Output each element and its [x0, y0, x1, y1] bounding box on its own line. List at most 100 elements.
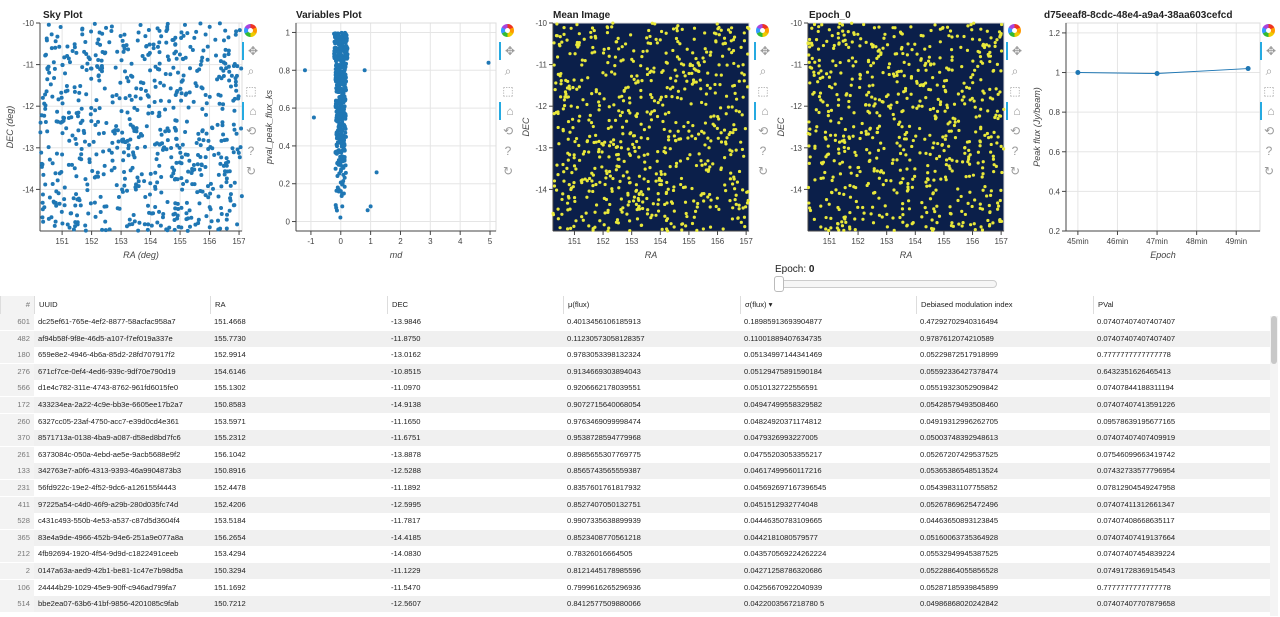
table-cell[interactable]: 155.2312	[214, 433, 246, 443]
table-cell[interactable]: 0.05129475891590184	[744, 366, 823, 376]
table-cell[interactable]: 0.04986868020242842	[920, 599, 999, 609]
lasso-icon[interactable]: ⌕	[1265, 64, 1273, 78]
table-row[interactable]: 276 671cf7ce-0ef4-4ed6-939c-9df70e790d19 1…	[0, 363, 1270, 380]
table-cell[interactable]: 0.8357601761817932	[567, 483, 641, 492]
table-cell[interactable]: 152.4206	[214, 499, 246, 509]
table-cell[interactable]: 150.7212	[214, 599, 246, 609]
table-cell[interactable]: -12.5607	[391, 599, 421, 609]
table-cell[interactable]: 0.8523408770561218	[567, 532, 641, 542]
wheel-zoom-icon[interactable]: ⌂	[242, 102, 262, 120]
table-cell[interactable]: -14.0830	[391, 549, 421, 559]
table-cell[interactable]: 0.8412577509880066	[567, 599, 641, 609]
box-select-icon[interactable]: ⬚	[1009, 84, 1021, 98]
table-cell[interactable]: 0.04755203053355217	[744, 449, 823, 459]
table-row[interactable]: 566 d1e4c782-311e-4743-8762-961fd6015fe0 1…	[0, 380, 1270, 397]
table-cell[interactable]: 0.9134669303894043	[567, 366, 641, 376]
column-header[interactable]: #	[0, 296, 34, 314]
help-icon[interactable]: ?	[247, 144, 255, 158]
table-scrollbar-thumb[interactable]	[1271, 316, 1277, 364]
table-row[interactable]: 2 0147a63a-aed9-42b1-be81-1c47e7b98d5a 150…	[0, 563, 1270, 579]
bokeh-logo-icon[interactable]	[1262, 24, 1275, 37]
table-cell[interactable]: 0.07407411312661347	[1097, 499, 1175, 509]
wheel-zoom-icon[interactable]: ⌂	[1006, 102, 1026, 120]
table-cell[interactable]: 153.4294	[214, 549, 246, 559]
table-cell[interactable]: 0.0510132722556591	[744, 383, 818, 393]
table-cell[interactable]: -11.1892	[391, 483, 421, 492]
table-row[interactable]: 514 bbe2ea07-63b6-41bf-9856-4201085c9fab 1…	[0, 596, 1270, 613]
refresh-icon[interactable]: ↻	[1263, 164, 1275, 178]
box-select-icon[interactable]: ⬚	[502, 84, 514, 98]
table-cell[interactable]: 0.7777777777777778	[1097, 582, 1171, 592]
table-cell[interactable]: 0.07407407407407407	[1097, 333, 1176, 343]
table-cell[interactable]: 0147a63a-aed9-42b1-be81-1c47e7b98d5a	[38, 566, 183, 575]
pan-icon[interactable]: ✥	[754, 42, 774, 60]
epoch-slider-track[interactable]	[775, 280, 997, 288]
refresh-icon[interactable]: ↻	[757, 164, 769, 178]
table-cell[interactable]: dc25ef61-765e-4ef2-8877-58acfac958a7	[38, 317, 176, 326]
pan-icon[interactable]: ✥	[242, 42, 262, 60]
data-table[interactable]: # UUID RA DEC μ(flux) σ(flux) ▾ Debiased modul…	[0, 296, 1280, 617]
table-cell[interactable]: 0.05519323052909842	[920, 383, 999, 393]
table-cell[interactable]: 151.4668	[214, 317, 246, 326]
table-cell[interactable]: -11.1229	[391, 566, 421, 575]
column-header[interactable]: σ(flux) ▾	[740, 296, 916, 314]
table-cell[interactable]: -13.0162	[391, 350, 421, 360]
reset-view-icon[interactable]: ⟲	[757, 124, 769, 138]
table-cell[interactable]: 0.04463650893123845	[920, 516, 999, 526]
box-select-icon[interactable]: ⬚	[1263, 84, 1275, 98]
table-cell[interactable]: -11.1650	[391, 416, 421, 426]
table-cell[interactable]: 0.0442181080579577	[744, 532, 818, 542]
help-icon[interactable]: ?	[1011, 144, 1019, 158]
reset-view-icon[interactable]: ⟲	[1263, 124, 1275, 138]
table-cell[interactable]: d1e4c782-311e-4743-8762-961fd6015fe0	[38, 383, 179, 393]
table-row[interactable]: 133 342763e7-a0f6-4313-9393-46a9904873b3 1…	[0, 463, 1270, 480]
table-cell[interactable]: 0.47292702940316494	[920, 317, 999, 326]
table-cell[interactable]: 0.9072715640068054	[567, 400, 641, 409]
mean-image-chart[interactable]: 151 152 153 154 155 156 157-10-11-12-13-14RADE…	[515, 0, 755, 262]
box-select-icon[interactable]: ⬚	[757, 84, 769, 98]
help-icon[interactable]: ?	[504, 144, 512, 158]
table-cell[interactable]: 0.07407407407407407	[1097, 317, 1176, 326]
table-cell[interactable]: 0.05439831107755852	[920, 483, 998, 492]
table-cell[interactable]: 671cf7ce-0ef4-4ed6-939c-9df70e790d19	[38, 366, 176, 376]
table-cell[interactable]: 0.7777777777777778	[1097, 350, 1171, 360]
table-row[interactable]: 212 4fb92694-1920-4f54-9d9d-c1822491ceeb 1…	[0, 546, 1270, 563]
table-cell[interactable]: -14.4185	[391, 532, 421, 542]
column-header[interactable]: PVal	[1093, 296, 1270, 314]
table-cell[interactable]: 0.9538728594779968	[567, 433, 641, 443]
table-cell[interactable]: 0.07407408668635117	[1097, 516, 1175, 526]
table-cell[interactable]: 155.1302	[214, 383, 246, 393]
table-row[interactable]: 106 24444b29-1029-45e9-90ff-c946ad799fa7 1…	[0, 579, 1270, 596]
pan-icon[interactable]: ✥	[1006, 42, 1026, 60]
table-cell[interactable]: -13.8878	[391, 449, 421, 459]
table-cell[interactable]: 0.05134997144341469	[744, 350, 823, 360]
table-cell[interactable]: 0.18985913693904877	[744, 317, 823, 326]
table-cell[interactable]: 0.9787612074210589	[920, 333, 994, 343]
table-cell[interactable]: 0.11230573058128357	[567, 333, 645, 343]
table-cell[interactable]: 0.05287185939845899	[920, 582, 999, 592]
table-cell[interactable]: 0.09578639195677165	[1097, 416, 1176, 426]
table-cell[interactable]: 0.05160063735364928	[920, 532, 999, 542]
table-cell[interactable]: 56fd922c-19e2-4f52-9dc6-a126155f4443	[38, 483, 177, 492]
epoch-image-chart[interactable]: 151 152 153 154 155 156 157-10-11-12-13-14RADE…	[770, 0, 1010, 262]
table-cell[interactable]: 0.9763469099998474	[567, 416, 641, 426]
table-cell[interactable]: -14.9138	[391, 400, 421, 409]
table-cell[interactable]: 0.05365386548513524	[920, 466, 999, 476]
reset-view-icon[interactable]: ⟲	[1009, 124, 1021, 138]
lasso-icon[interactable]: ⌕	[247, 64, 255, 78]
table-row[interactable]: 370 8571713a-0138-4ba9-a087-d58ed8bd7fc6 1…	[0, 430, 1270, 447]
column-header[interactable]: Debiased modulation index	[916, 296, 1093, 314]
bokeh-logo-icon[interactable]	[1008, 24, 1021, 37]
table-cell[interactable]: 0.0479326993227005	[744, 433, 818, 443]
table-cell[interactable]: 0.9206662178039551	[567, 383, 641, 393]
table-cell[interactable]: 0.04919312996262705	[920, 416, 999, 426]
table-cell[interactable]: 0.78326016664505	[567, 549, 633, 559]
table-cell[interactable]: 0.04446350783109665	[744, 516, 823, 526]
table-cell[interactable]: 0.11001889407634735	[744, 333, 822, 343]
epoch-slider-handle[interactable]	[774, 276, 784, 292]
table-scrollbar[interactable]	[1270, 316, 1278, 616]
table-cell[interactable]: 6373084c-050a-4ebd-ae5e-9acb5688e9f2	[38, 449, 181, 459]
lasso-icon[interactable]: ⌕	[1011, 64, 1019, 78]
table-cell[interactable]: 83e4a9de-4966-452b-94e6-251a9e077a8a	[38, 532, 184, 542]
